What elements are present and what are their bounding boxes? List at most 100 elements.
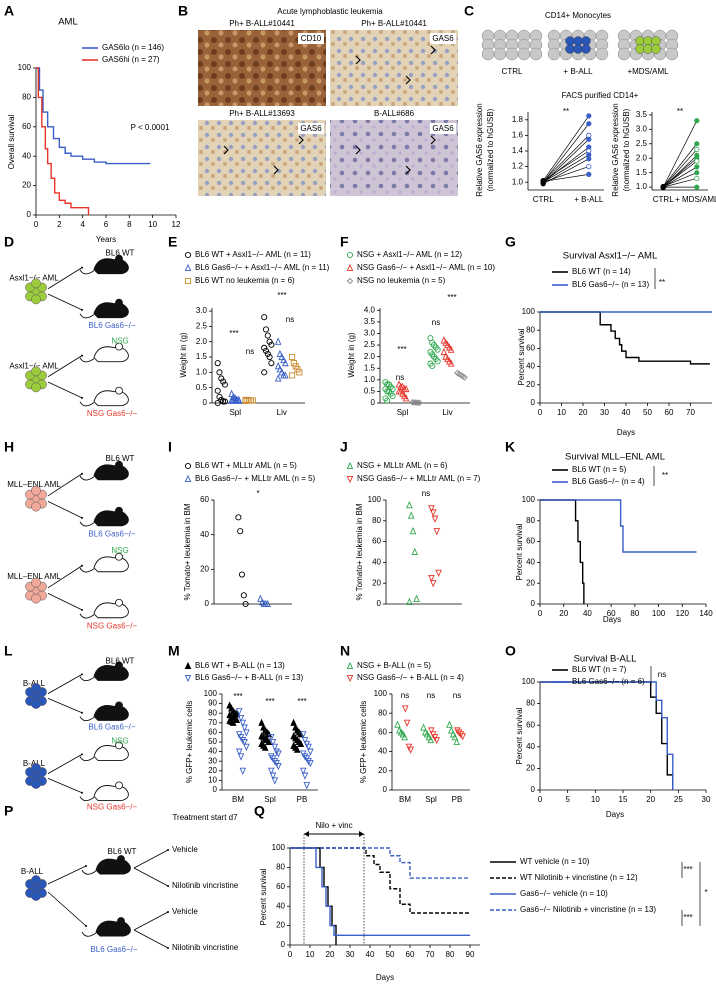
monocyte — [517, 47, 531, 61]
mouse-ear — [115, 342, 123, 351]
y-tick-label: 80 — [22, 93, 31, 102]
image-stain: CD10 — [301, 34, 322, 43]
y-tick-label: 1.0 — [512, 177, 524, 186]
annotation: ns — [422, 489, 430, 498]
y-tick-label: 60 — [22, 122, 31, 131]
y-tick-label: 1.4 — [512, 146, 524, 155]
data-point — [694, 184, 700, 190]
arm-label: Vehicle — [172, 907, 198, 916]
legend-swatch — [184, 263, 192, 272]
arrowhead-marker — [405, 75, 411, 85]
y-axis-label: Relative GAS6 expression — [611, 103, 620, 196]
data-point — [282, 358, 289, 367]
mouse-ear — [115, 661, 123, 670]
data-point — [293, 745, 301, 753]
x-tick-label: BM — [232, 795, 244, 804]
x-tick-label: 12 — [172, 220, 181, 229]
arrow-tip — [167, 947, 169, 949]
y-tick-label: 0.5 — [196, 383, 208, 392]
mouse-ear — [115, 552, 123, 561]
pair-line — [542, 115, 590, 181]
legend-label: BL6 WT + Asxl1−/− AML (n = 11) — [195, 250, 311, 259]
data-point — [269, 738, 277, 747]
pair-line — [543, 154, 589, 183]
y-tick-label: 20 — [526, 578, 535, 587]
arrow — [47, 473, 83, 497]
data-point — [242, 600, 249, 608]
data-point — [235, 514, 242, 521]
mouse-tail — [79, 716, 95, 722]
pair-line — [542, 135, 590, 182]
data-point — [275, 750, 282, 758]
data-point — [243, 743, 250, 751]
x-tick-label: Spl — [397, 408, 409, 417]
y-tick-label: 1.5 — [636, 168, 648, 177]
arrow-tip — [81, 354, 83, 357]
arrow — [47, 293, 83, 311]
x-tick-label: 6 — [104, 220, 109, 229]
y-tick-label: 20 — [372, 578, 381, 587]
leukemic-cell — [635, 36, 645, 46]
panel-letter: L — [4, 643, 13, 659]
image-sample: Ph+ B-ALL#10441 — [361, 19, 427, 28]
cell-cluster — [31, 294, 41, 305]
arrow — [47, 674, 83, 694]
survival-curve — [540, 499, 585, 604]
y-tick-label: 60 — [526, 344, 535, 353]
chart-title: Survival Asxl1−/− AML — [563, 251, 658, 262]
monocyte — [547, 47, 561, 61]
legend-label: NSG Gas6−/− + MLLtr AML (n = 7) — [357, 474, 481, 483]
y-tick-label: 40 — [378, 747, 387, 756]
mouse-ear — [115, 386, 123, 395]
pair-line — [662, 160, 698, 188]
data-point — [455, 729, 463, 737]
y-tick-label: 100 — [272, 843, 286, 852]
y-tick-label: 20 — [22, 181, 31, 190]
data-point — [220, 398, 227, 405]
data-point — [447, 345, 455, 353]
pair-line — [662, 149, 698, 188]
data-point — [265, 737, 273, 746]
mouse — [93, 785, 129, 801]
data-point — [694, 170, 700, 176]
data-point — [268, 341, 275, 348]
y-tick-label: 100 — [18, 63, 32, 72]
data-point — [282, 371, 289, 379]
condition-label: +MDS/AML — [627, 67, 669, 76]
annotation: ns — [658, 670, 666, 679]
mouse-ear — [115, 701, 123, 710]
legend-label: BL6 WT no leukemia (n = 6) — [195, 276, 295, 285]
mouse-tail — [79, 756, 95, 762]
legend-label: NSG + Asxl1−/− AML (n = 12) — [357, 250, 462, 259]
data-point — [242, 397, 249, 404]
data-point — [264, 350, 271, 358]
arrow — [47, 865, 87, 885]
x-tick-label: 100 — [652, 609, 666, 618]
x-tick-label: 50 — [643, 408, 652, 417]
data-point — [221, 381, 228, 388]
panel-letter: B — [178, 3, 188, 19]
y-axis-label: Percent survival — [515, 523, 524, 580]
chart-subtitle: FACS purified CD14+ — [562, 91, 639, 100]
y-tick-label: 3.5 — [636, 110, 648, 119]
survival-curve — [36, 67, 151, 165]
x-tick-label: 0 — [538, 408, 543, 417]
arrow-tip — [81, 308, 83, 311]
data-point — [411, 547, 419, 556]
annotation: ns — [246, 347, 254, 356]
donor-label: Asxl1−/− AML — [9, 273, 59, 282]
data-point — [459, 733, 466, 741]
data-point — [239, 719, 247, 727]
arrow — [47, 381, 83, 399]
legend-swatch — [184, 462, 192, 470]
mouse-ear — [115, 298, 123, 307]
panel-letter: A — [4, 3, 14, 19]
panel-title: CD14+ Monocytes — [545, 11, 611, 20]
x-tick-label: 10 — [591, 795, 600, 804]
stain-badge — [430, 33, 456, 44]
panel-letter: O — [505, 643, 516, 659]
data-point — [261, 314, 268, 321]
arrow-tip — [81, 396, 83, 399]
recipient-label: NSG — [111, 546, 128, 555]
data-point — [267, 767, 275, 775]
